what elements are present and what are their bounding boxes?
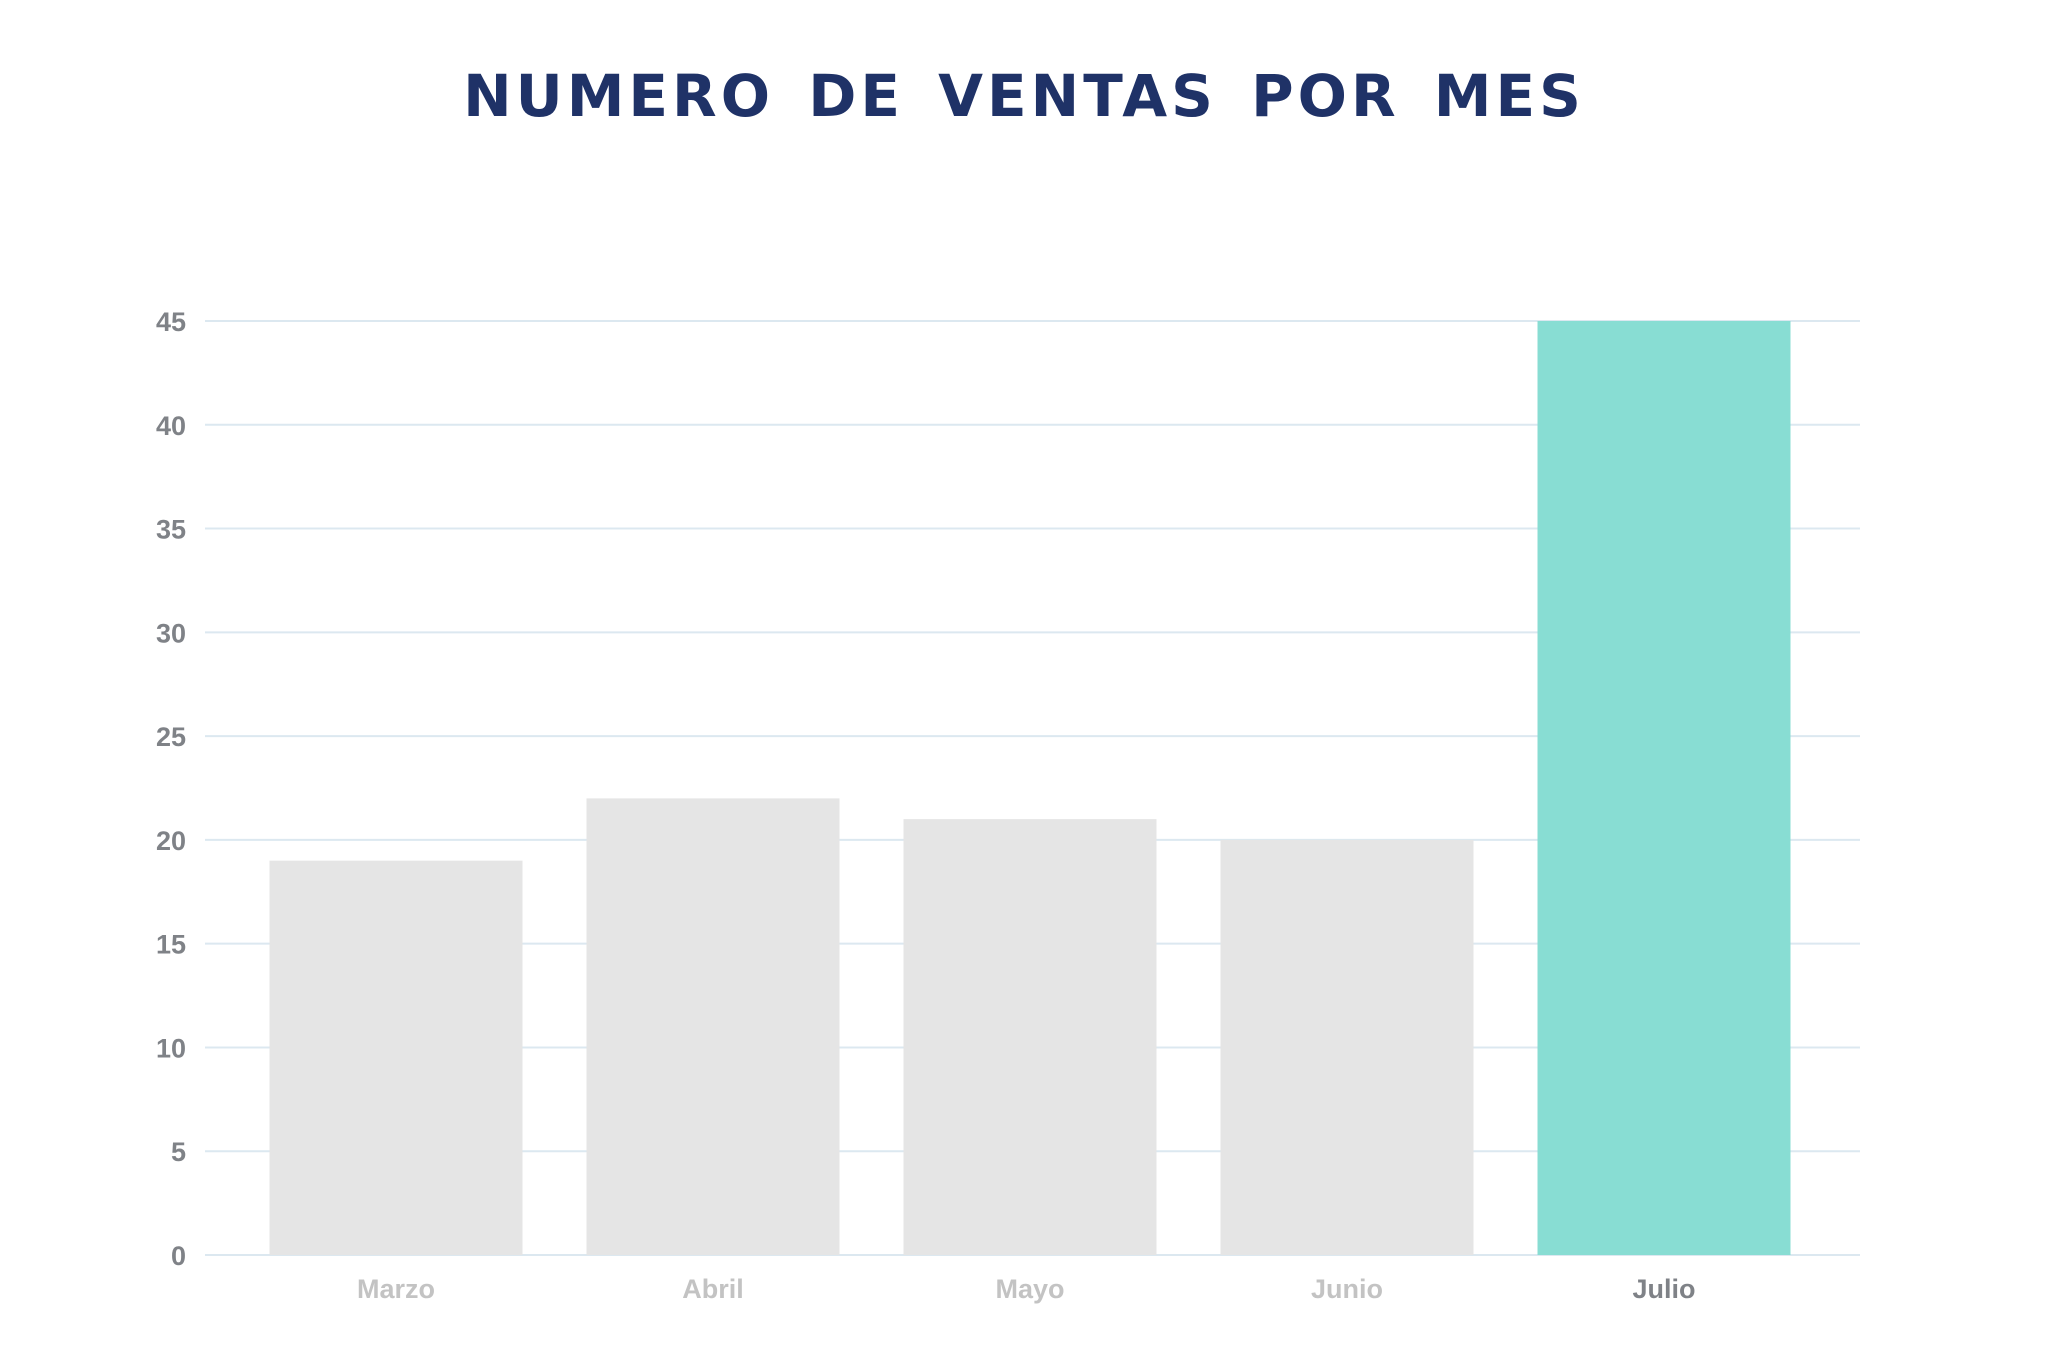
y-tick-label: 20: [156, 826, 186, 856]
y-tick-label: 30: [156, 618, 186, 648]
bar-abril: [586, 798, 840, 1255]
y-axis-tick-labels: 0 5 10 15 20 25 30 35 40 45: [156, 307, 186, 1271]
category-label-marzo: Marzo: [357, 1274, 435, 1304]
bar-marzo: [269, 860, 523, 1255]
y-tick-label: 15: [156, 930, 186, 960]
y-tick-label: 10: [156, 1033, 186, 1063]
y-tick-label: 25: [156, 722, 186, 752]
y-tick-label: 40: [156, 411, 186, 441]
category-label-julio: Julio: [1632, 1274, 1695, 1304]
chart-title: NUMERO DE VENTAS POR MES: [463, 62, 1585, 130]
bar-julio: [1537, 321, 1791, 1255]
bars: [269, 321, 1791, 1255]
y-tick-label: 5: [171, 1137, 186, 1167]
category-label-abril: Abril: [682, 1274, 744, 1304]
x-axis-category-labels: Marzo Abril Mayo Junio Julio: [357, 1274, 1696, 1304]
y-tick-label: 0: [171, 1241, 186, 1271]
y-tick-label: 35: [156, 515, 186, 545]
bar-mayo: [903, 819, 1157, 1255]
category-label-mayo: Mayo: [995, 1274, 1064, 1304]
y-tick-label: 45: [156, 307, 186, 337]
category-label-junio: Junio: [1311, 1274, 1383, 1304]
bar-junio: [1220, 839, 1474, 1255]
